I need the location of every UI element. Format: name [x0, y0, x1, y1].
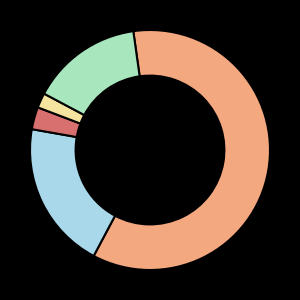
Wedge shape — [44, 31, 140, 115]
Wedge shape — [38, 94, 84, 124]
Wedge shape — [32, 107, 80, 137]
Wedge shape — [30, 129, 115, 256]
Wedge shape — [94, 30, 270, 270]
